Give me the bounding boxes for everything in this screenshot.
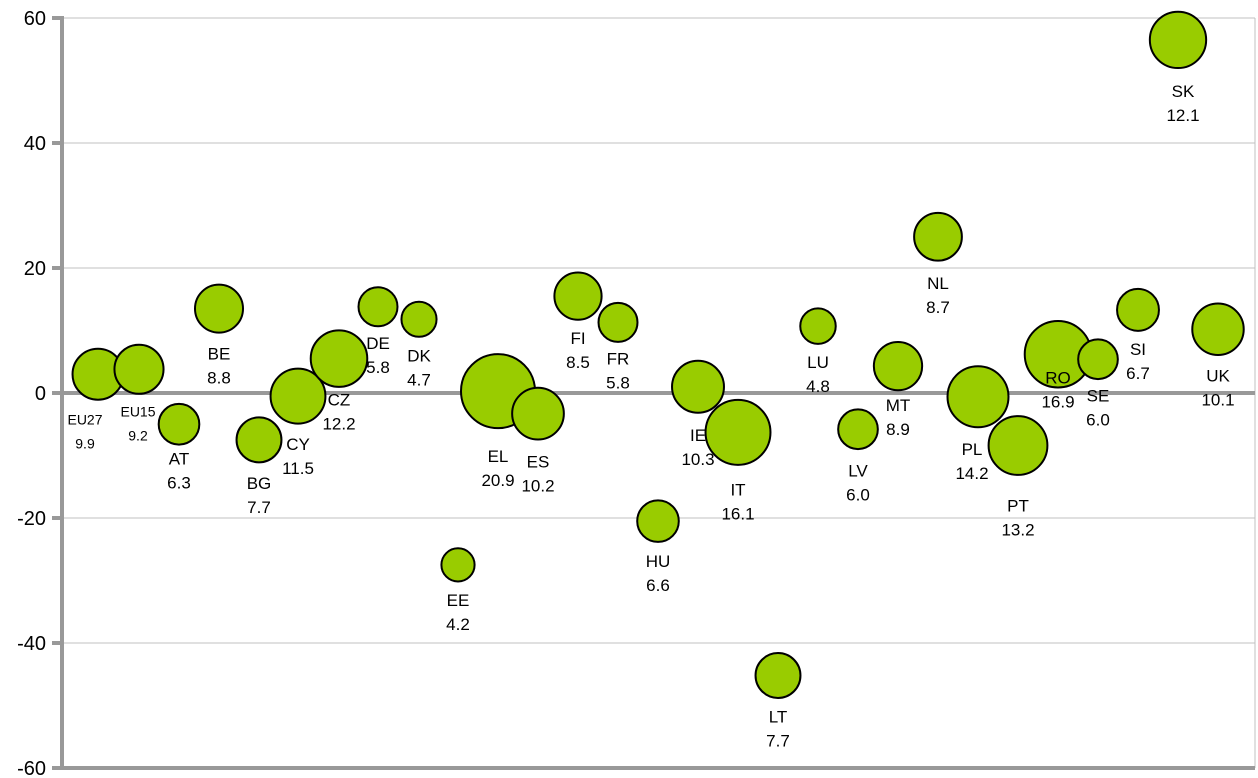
bubble-it xyxy=(704,398,772,466)
bubble-lt xyxy=(754,652,802,699)
point-value-label: 6.0 xyxy=(846,485,870,504)
bubble-ee xyxy=(440,547,476,583)
point-code-label: PT xyxy=(1007,497,1029,516)
bubble-de xyxy=(357,286,399,328)
point-code-label: EU15 xyxy=(120,403,155,419)
point-value-label: 10.2 xyxy=(521,477,554,496)
point-code-label: ES xyxy=(527,453,550,472)
bubble-es xyxy=(511,386,565,441)
point-value-label: 6.6 xyxy=(646,576,670,595)
bubble-fi xyxy=(553,271,603,321)
y-tick-label: 20 xyxy=(24,258,46,280)
point-code-label: FR xyxy=(607,349,630,368)
point-code-label: HU xyxy=(646,552,671,571)
bubble-cy xyxy=(269,367,327,425)
point-code-label: BG xyxy=(247,474,272,493)
point-code-label: SE xyxy=(1087,386,1110,405)
bubble-sk xyxy=(1148,10,1208,70)
point-value-label: 6.7 xyxy=(1126,364,1150,383)
point-code-label: EU27 xyxy=(67,411,102,427)
y-tick-label: -60 xyxy=(17,758,46,778)
point-value-label: 8.8 xyxy=(207,369,231,388)
y-axis-ticks: 60 40 20 0 -20 -40 -60 xyxy=(17,8,62,778)
bubble-si xyxy=(1116,287,1160,332)
point-code-label: DE xyxy=(366,334,390,353)
point-labels: EU27 9.9 EU15 9.2 AT 6.3 BE 8.8 BG 7.7 CY 11.5 CZ 12.… xyxy=(67,82,1234,751)
point-code-label: LT xyxy=(769,708,788,727)
point-code-label: BE xyxy=(208,345,231,364)
bubble-nl xyxy=(913,211,963,262)
point-value-label: 4.8 xyxy=(806,377,830,396)
point-value-label: 6.0 xyxy=(1086,410,1110,429)
point-code-label: CZ xyxy=(328,391,351,410)
point-value-label: 10.1 xyxy=(1201,390,1234,409)
bubbles xyxy=(71,10,1245,699)
point-value-label: 8.9 xyxy=(886,420,910,439)
y-tick-label: 60 xyxy=(24,8,46,30)
bubble-dk xyxy=(400,300,438,338)
point-value-label: 5.8 xyxy=(606,373,630,392)
point-value-label: 8.7 xyxy=(926,298,950,317)
y-tick-label: -20 xyxy=(17,508,46,530)
point-value-label: 4.2 xyxy=(446,615,470,634)
point-code-label: AT xyxy=(169,449,189,468)
point-code-label: SK xyxy=(1172,82,1195,101)
point-value-label: 7.7 xyxy=(766,732,790,751)
point-value-label: 6.3 xyxy=(167,473,191,492)
point-code-label: RO xyxy=(1045,368,1071,387)
bubble-pl xyxy=(946,365,1010,429)
point-value-label: 16.1 xyxy=(721,504,754,523)
bubble-uk xyxy=(1191,302,1245,356)
y-tick-label: 0 xyxy=(35,383,46,405)
bubble-cz xyxy=(309,329,369,388)
point-value-label: 11.5 xyxy=(282,459,314,478)
point-value-label: 9.2 xyxy=(128,427,148,443)
point-code-label: NL xyxy=(927,274,949,293)
point-code-label: UK xyxy=(1206,366,1230,385)
bubble-ie xyxy=(671,359,725,414)
bubble-bg xyxy=(235,416,283,464)
bubble-se xyxy=(1077,338,1119,381)
bubble-fr xyxy=(597,301,639,343)
bubble-lv xyxy=(837,408,879,451)
point-value-label: 14.2 xyxy=(955,464,988,483)
point-value-label: 9.9 xyxy=(75,435,95,451)
point-code-label: IE xyxy=(690,426,706,445)
point-value-label: 8.5 xyxy=(566,353,590,372)
point-code-label: LV xyxy=(848,461,868,480)
point-value-label: 12.2 xyxy=(322,415,355,434)
point-value-label: 4.7 xyxy=(407,370,431,389)
point-code-label: LU xyxy=(807,353,829,372)
point-value-label: 10.3 xyxy=(681,450,714,469)
point-code-label: PL xyxy=(962,440,983,459)
y-tick-label: 40 xyxy=(24,133,46,155)
point-value-label: 5.8 xyxy=(366,358,390,377)
point-code-label: EL xyxy=(488,447,509,466)
point-code-label: EE xyxy=(447,591,470,610)
point-code-label: CY xyxy=(286,435,310,454)
bubble-mt xyxy=(872,340,924,392)
point-value-label: 12.1 xyxy=(1166,106,1199,125)
point-value-label: 13.2 xyxy=(1001,521,1034,540)
bubble-hu xyxy=(636,499,680,543)
point-value-label: 7.7 xyxy=(247,498,271,517)
y-tick-label: -40 xyxy=(17,633,46,655)
point-code-label: SI xyxy=(1130,340,1146,359)
point-code-label: MT xyxy=(886,396,911,415)
bubble-pt xyxy=(987,415,1049,476)
bubble-at xyxy=(157,402,201,446)
bubble-eu15 xyxy=(113,343,165,395)
point-code-label: IT xyxy=(730,480,745,499)
point-code-label: DK xyxy=(407,346,431,365)
axes xyxy=(60,16,1255,770)
point-value-label: 20.9 xyxy=(481,471,514,490)
bubble-be xyxy=(193,283,245,334)
point-code-label: FI xyxy=(570,329,585,348)
bubble-lu xyxy=(799,307,837,345)
point-value-label: 16.9 xyxy=(1041,392,1074,411)
